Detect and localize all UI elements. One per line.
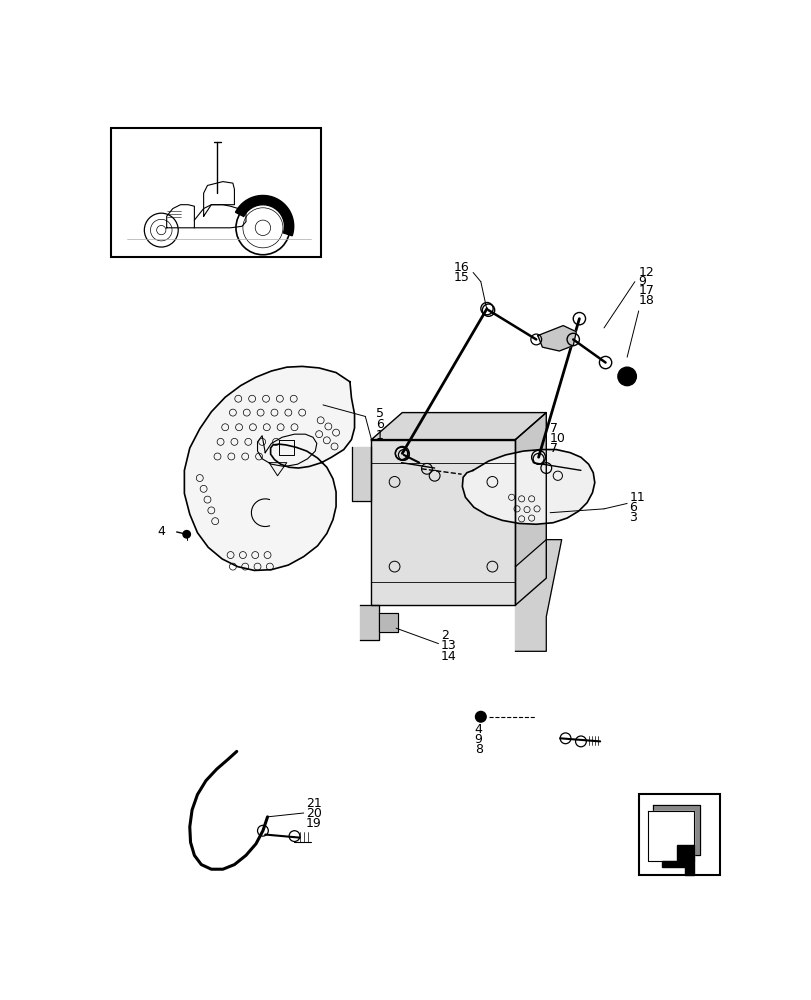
- Polygon shape: [461, 450, 594, 524]
- Text: 17: 17: [638, 284, 654, 297]
- Circle shape: [182, 530, 191, 538]
- Text: 2: 2: [440, 629, 448, 642]
- Polygon shape: [515, 540, 561, 651]
- Circle shape: [478, 714, 483, 719]
- Bar: [111, 128, 320, 257]
- Text: 12: 12: [638, 266, 654, 279]
- Text: 15: 15: [453, 271, 470, 284]
- Circle shape: [617, 367, 636, 386]
- Text: 9: 9: [638, 275, 646, 288]
- Polygon shape: [537, 326, 576, 351]
- Text: 14: 14: [440, 650, 456, 663]
- Text: 11: 11: [629, 491, 645, 504]
- Text: 8: 8: [474, 743, 482, 756]
- Circle shape: [622, 372, 631, 381]
- Text: 5: 5: [375, 407, 384, 420]
- Polygon shape: [371, 413, 546, 440]
- Polygon shape: [379, 613, 398, 632]
- Polygon shape: [235, 195, 294, 236]
- Text: 19: 19: [306, 817, 321, 830]
- Bar: [638, 794, 719, 875]
- Text: 20: 20: [306, 807, 321, 820]
- Text: 6: 6: [629, 501, 637, 514]
- Text: 1: 1: [375, 429, 384, 442]
- Polygon shape: [359, 605, 379, 640]
- Polygon shape: [676, 845, 693, 861]
- Text: 9: 9: [474, 733, 482, 746]
- Text: 6: 6: [375, 418, 384, 431]
- Text: 16: 16: [453, 261, 469, 274]
- Text: 10: 10: [550, 432, 565, 445]
- Polygon shape: [652, 805, 699, 855]
- Text: 3: 3: [629, 511, 637, 524]
- Text: 13: 13: [440, 639, 456, 652]
- Text: 7: 7: [550, 442, 557, 455]
- Text: 4: 4: [157, 525, 165, 538]
- Polygon shape: [371, 440, 515, 605]
- Text: 4: 4: [474, 723, 482, 736]
- Polygon shape: [515, 413, 546, 605]
- Circle shape: [185, 532, 188, 536]
- Polygon shape: [661, 861, 693, 875]
- Polygon shape: [647, 811, 693, 861]
- Text: 21: 21: [306, 797, 321, 810]
- Polygon shape: [352, 447, 371, 501]
- Text: 7: 7: [550, 422, 557, 434]
- Text: 18: 18: [638, 294, 654, 307]
- Circle shape: [475, 711, 486, 722]
- Polygon shape: [184, 366, 354, 570]
